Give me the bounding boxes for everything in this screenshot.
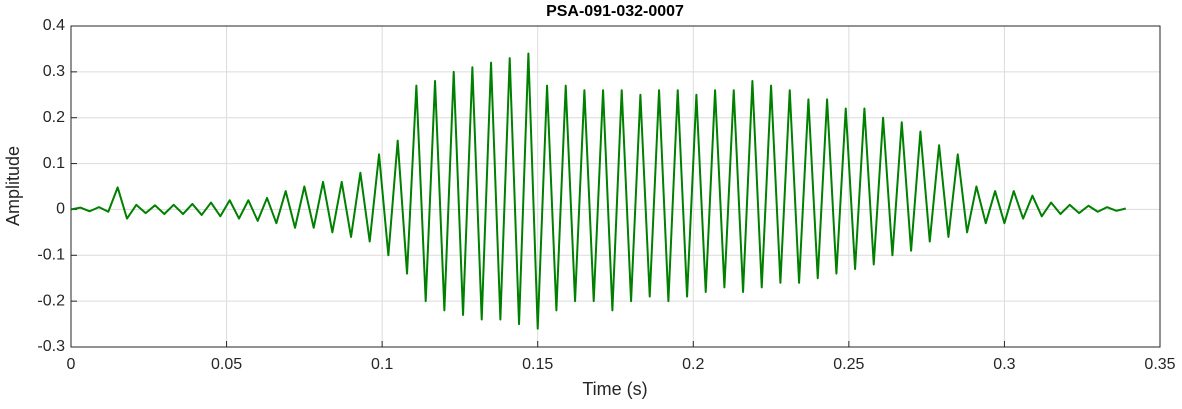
y-axis-label: Amplitude	[3, 146, 23, 226]
x-axis-label: Time (s)	[582, 379, 647, 399]
x-tick-label: 0.15	[522, 356, 553, 373]
y-tick-label: -0.1	[37, 247, 65, 264]
x-tick-label: 0.25	[833, 356, 864, 373]
x-tick-label: 0	[67, 356, 76, 373]
plot-frame	[70, 25, 1161, 348]
y-tick-label: 0	[56, 201, 65, 218]
chart-title: PSA-091-032-0007	[546, 3, 684, 20]
y-tick-label: 0.1	[43, 155, 65, 172]
x-tick-label: 0.35	[1144, 356, 1175, 373]
x-tick-label: 0.2	[682, 356, 704, 373]
y-tick-label: -0.3	[37, 338, 65, 355]
y-tick-label: 0.2	[43, 109, 65, 126]
x-tick-label: 0.05	[211, 356, 242, 373]
y-tick-label: 0.4	[43, 17, 65, 34]
y-tick-label: -0.2	[37, 292, 65, 309]
y-tick-label: 0.3	[43, 63, 65, 80]
x-tick-label: 0.1	[371, 356, 393, 373]
signal-line	[70, 52, 1127, 330]
x-tick-label: 0.3	[993, 356, 1015, 373]
